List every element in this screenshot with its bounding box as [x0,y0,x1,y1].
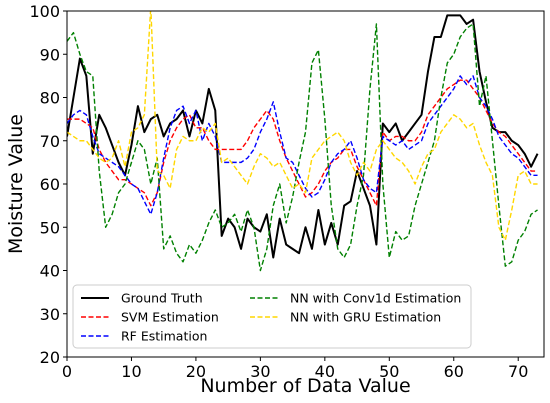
x-tick-label: 40 [315,362,335,381]
x-tick-label: 20 [186,362,206,381]
series-line-4 [67,11,538,241]
series-line-1 [67,79,538,207]
x-tick-label: 0 [62,362,72,381]
x-tick-label: 10 [121,362,141,381]
x-tick-label: 30 [250,362,270,381]
legend-label-3: NN with Conv1d Estimation [290,291,461,306]
y-tick-label: 80 [40,89,60,108]
y-tick-label: 60 [40,175,60,194]
x-axis-label: Number of Data Value [200,375,410,397]
series-line-0 [67,14,539,259]
x-tick-label: 50 [379,362,399,381]
series-line-2 [67,75,538,215]
y-tick-label: 30 [40,305,60,324]
x-tick-label: 60 [444,362,464,381]
y-tick-label: 100 [29,2,60,21]
series-line-3 [67,23,538,272]
legend-box [72,284,472,349]
legend-label-1: SVM Estimation [121,310,219,325]
ticks-layer: 0 10 20 30 40 50 60 70 20 30 40 50 60 70 80 90 100 [29,2,528,381]
y-tick-label: 50 [40,218,60,237]
legend-label-0: Ground Truth [121,291,203,306]
y-tick-label: 90 [40,45,60,64]
y-tick-label: 20 [40,348,60,367]
legend: Ground Truth SVM Estimation RF Estimation N… [72,284,472,349]
legend-label-2: RF Estimation [121,329,207,344]
y-tick-label: 70 [40,132,60,151]
legend-label-4: NN with GRU Estimation [290,310,441,325]
y-tick-label: 40 [40,262,60,281]
x-tick-label: 70 [508,362,528,381]
y-axis-label: Moisture Value [5,114,27,254]
series-layer [67,11,539,272]
